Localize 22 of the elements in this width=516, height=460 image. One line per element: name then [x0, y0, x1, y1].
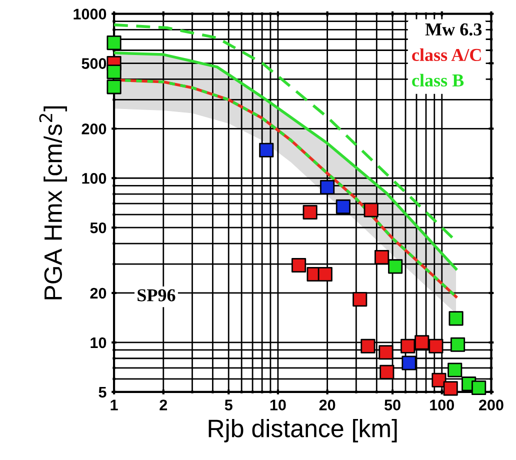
y-tick-label: 20 [90, 288, 106, 299]
x-tick-label: 20 [319, 400, 336, 410]
y-axis-title: PGA Hmx [cm/s$^{2}$] [39, 106, 67, 300]
y-tick-label: 200 [82, 124, 106, 134]
x-tick-label: 200 [479, 400, 504, 410]
legend-label: class A/C [412, 48, 481, 62]
x-tick-label: 50 [384, 400, 400, 410]
legend-label: class B [412, 74, 464, 87]
y-tick-label: 10 [90, 337, 106, 348]
x-tick-label: 1 [110, 400, 118, 410]
x-tick-label: 5 [224, 400, 232, 410]
y-tick-label: 500 [82, 58, 106, 69]
y-tick-label: 5 [98, 386, 106, 398]
x-tick-label: 10 [270, 400, 286, 410]
legend-title: Mw 6.3 [425, 23, 482, 36]
x-axis-title: Rjb distance [km] [208, 419, 397, 442]
annotation: SP96 [138, 289, 176, 302]
y-tick-label: 1000 [74, 8, 106, 20]
x-tick-label: 2 [160, 400, 168, 410]
y-tick-label: 50 [90, 222, 106, 234]
y-tick-label: 100 [82, 172, 106, 184]
x-tick-label: 100 [430, 400, 454, 410]
